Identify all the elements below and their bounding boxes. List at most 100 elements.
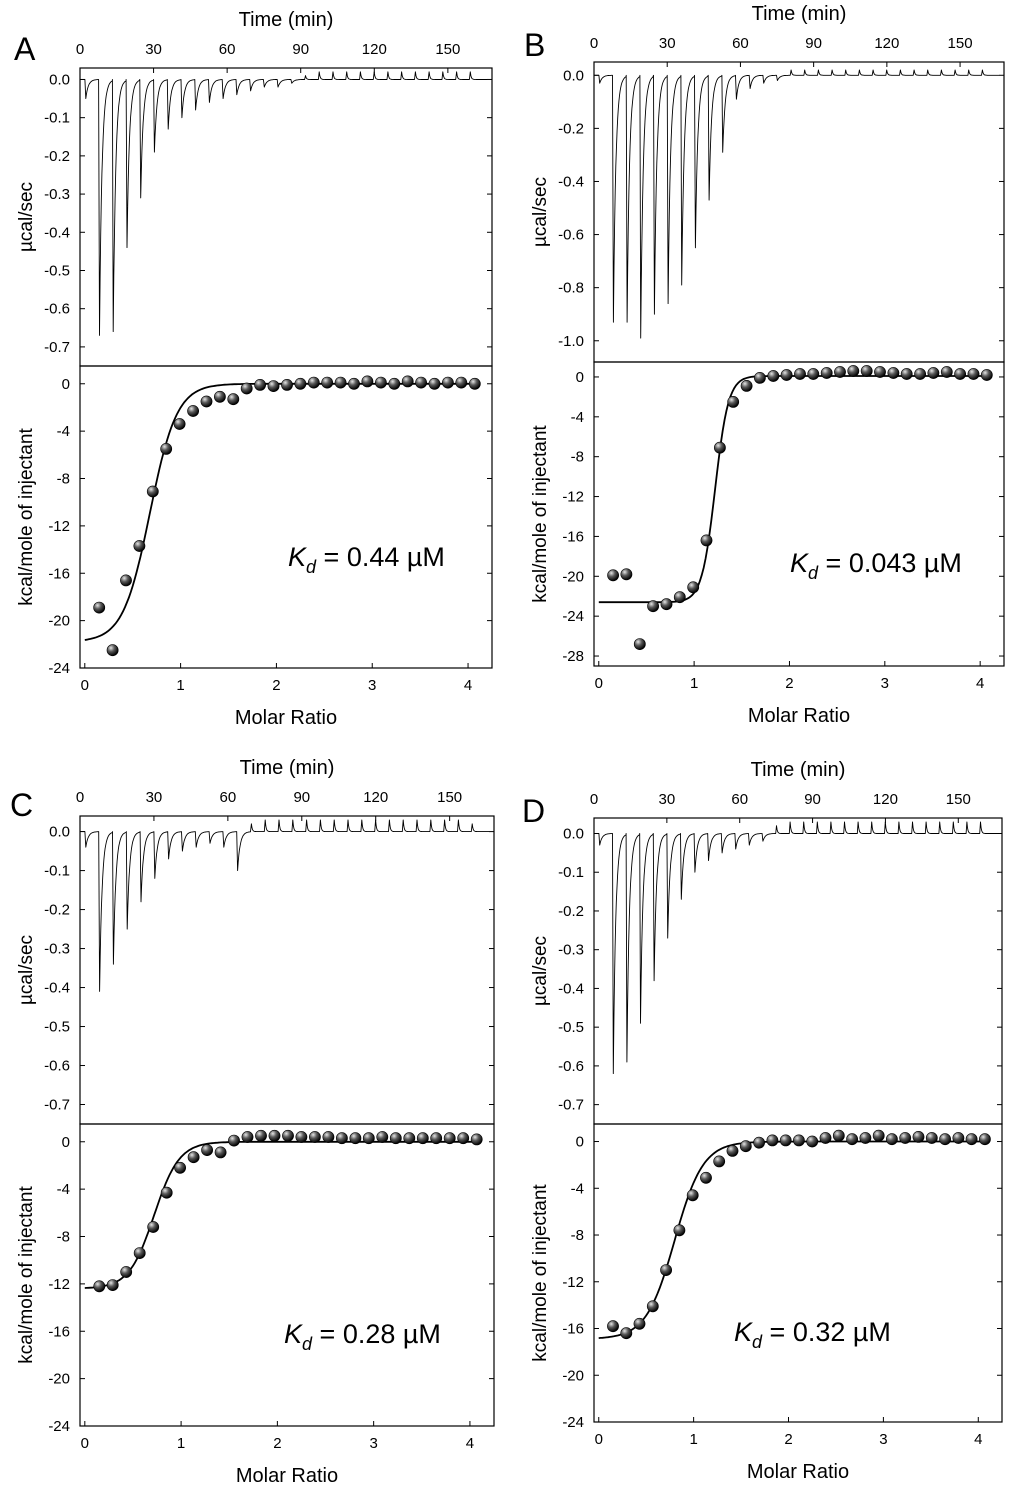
- x-tick-label: 30: [145, 41, 162, 58]
- y-tick-label: -16: [48, 565, 70, 582]
- y-tick-label: -20: [562, 568, 584, 585]
- data-point: [700, 1171, 712, 1184]
- kd-subscript: d: [302, 1334, 313, 1354]
- thermogram-trace: [80, 819, 490, 992]
- x-tick-label: 1: [176, 677, 184, 694]
- thermogram-chart: 0 30 60 90 120 150 Time (min) 0.0 -0.1 -0.2 -0.3 -0…: [16, 9, 493, 367]
- x-tick-label: 150: [948, 35, 973, 52]
- kd-annotation: Kd = 0.44 µM: [288, 542, 445, 577]
- data-point: [620, 568, 633, 581]
- y-tick-label: -0.4: [44, 980, 70, 997]
- y-tick-label: -0.6: [558, 1058, 584, 1075]
- thermogram-frame: [79, 815, 495, 1125]
- y-tick-label: -12: [562, 489, 584, 506]
- kd-annotation: Kd = 0.28 µM: [284, 1319, 441, 1354]
- data-point: [847, 365, 860, 377]
- y-axis-label: kcal/mole of injectant: [16, 1186, 37, 1364]
- x-axis-label: Time (min): [240, 757, 335, 779]
- y-tick-label: 0.0: [563, 67, 584, 84]
- data-point: [441, 376, 454, 389]
- data-point: [133, 1247, 146, 1259]
- data-point: [727, 395, 740, 408]
- y-tick-label: -24: [48, 660, 70, 677]
- x-tick-label: 150: [435, 41, 460, 58]
- data-point: [767, 370, 780, 382]
- data-point: [686, 1189, 699, 1202]
- data-point: [979, 1133, 991, 1146]
- data-point: [914, 368, 926, 380]
- thermogram-chart: 0 30 60 90 120 150 Time (min) 0.0 -0.1 -0.2 -0.3 -0…: [530, 759, 1003, 1125]
- y-tick-label: -4: [57, 1181, 70, 1198]
- y-tick-label: -28: [562, 648, 584, 665]
- y-tick-label: -0.5: [558, 1019, 584, 1036]
- y-axis-label: kcal/mole of injectant: [530, 1184, 551, 1362]
- data-point: [780, 369, 793, 381]
- y-axis-label: kcal/mole of injectant: [530, 425, 551, 603]
- data-point: [294, 377, 307, 390]
- x-tick-label: 4: [466, 1435, 474, 1452]
- data-point: [268, 1129, 281, 1142]
- x-tick-label: 0: [76, 789, 84, 806]
- data-point: [241, 1131, 254, 1143]
- y-tick-label: -24: [48, 1418, 70, 1435]
- y-tick-label: -0.4: [44, 224, 70, 241]
- x-tick-label: 90: [293, 789, 310, 806]
- kd-subscript: d: [752, 1332, 763, 1352]
- y-axis-label: kcal/mole of injectant: [16, 428, 37, 606]
- data-point: [820, 367, 833, 379]
- y-tick-label: -0.5: [44, 1019, 70, 1036]
- data-point: [416, 1132, 429, 1145]
- y-tick-label: -0.2: [44, 902, 70, 919]
- data-point: [106, 644, 119, 657]
- y-tick-label: -0.1: [558, 864, 584, 881]
- data-point: [160, 442, 173, 455]
- data-point: [673, 591, 686, 604]
- data-point: [739, 1140, 752, 1153]
- x-axis-label: Molar Ratio: [748, 705, 850, 727]
- y-tick-label: -20: [48, 613, 70, 630]
- data-point: [401, 375, 414, 388]
- data-point: [607, 569, 619, 582]
- data-point: [633, 1317, 646, 1330]
- y-tick-label: -0.7: [44, 339, 70, 356]
- kd-symbol: K: [734, 1317, 753, 1347]
- data-point: [754, 371, 766, 384]
- x-tick-label: 90: [805, 35, 822, 52]
- data-point: [887, 367, 900, 379]
- kd-equals: =: [762, 1317, 793, 1347]
- x-tick-label: 3: [368, 677, 376, 694]
- y-tick-label: 0.0: [49, 824, 70, 841]
- data-point: [713, 1155, 726, 1168]
- data-point: [403, 1132, 416, 1145]
- data-point: [714, 441, 726, 454]
- x-tick-label: 0: [590, 35, 598, 52]
- y-tick-label: 0: [576, 369, 584, 386]
- x-tick-label: 120: [874, 35, 899, 52]
- y-tick-label: 0.0: [49, 71, 70, 88]
- y-tick-label: -0.2: [44, 148, 70, 165]
- thermogram-frame: [593, 817, 1003, 1125]
- data-point: [700, 534, 713, 547]
- y-axis-label: µcal/sec: [16, 935, 37, 1005]
- x-tick-label: 0: [595, 1431, 603, 1448]
- x-axis-label: Time (min): [752, 3, 847, 25]
- kd-value: 0.44 µM: [347, 542, 445, 572]
- data-point: [160, 1186, 173, 1199]
- y-tick-label: -16: [562, 1321, 584, 1338]
- x-tick-label: 60: [219, 41, 236, 58]
- data-point: [646, 1300, 659, 1313]
- data-point: [726, 1145, 739, 1157]
- data-point: [967, 368, 980, 380]
- x-tick-label: 0: [76, 41, 84, 58]
- x-tick-label: 90: [292, 41, 309, 58]
- data-point: [455, 376, 468, 389]
- y-tick-label: -8: [571, 1227, 584, 1244]
- data-point: [240, 382, 253, 395]
- data-point: [308, 1131, 321, 1143]
- y-tick-label: -24: [562, 608, 584, 625]
- kd-subscript: d: [306, 557, 317, 577]
- data-point: [255, 1129, 267, 1142]
- kd-equals: =: [316, 542, 347, 572]
